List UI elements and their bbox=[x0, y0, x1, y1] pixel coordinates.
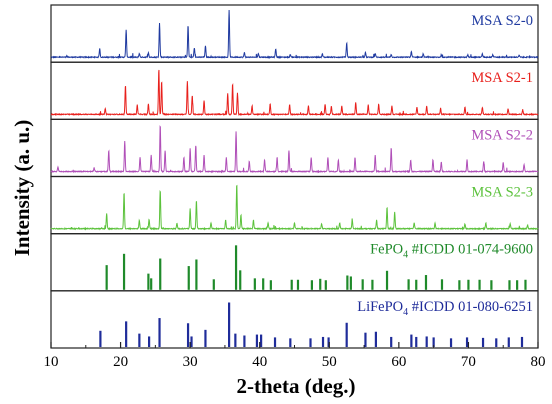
series-label: FePO4 #ICDD 01-074-9600 bbox=[370, 242, 533, 261]
series-label: LiFePO4 #ICDD 01-080-6251 bbox=[357, 299, 533, 318]
panel-frame bbox=[50, 4, 539, 63]
series-line-3 bbox=[50, 184, 539, 231]
series-label: MSA S2-2 bbox=[471, 127, 533, 143]
panel-frames bbox=[50, 4, 539, 349]
x-axis: 10 20 30 40 50 60 70 80 bbox=[44, 342, 546, 370]
x-tick-label: 40 bbox=[252, 354, 267, 370]
series-labels: MSA S2-0 MSA S2-1 MSA S2-2 MSA S2-3 FePO4 #I… bbox=[357, 13, 533, 318]
x-tick-label: 80 bbox=[531, 354, 546, 370]
series-label: MSA S2-3 bbox=[471, 185, 533, 201]
x-tick-label: 20 bbox=[113, 354, 128, 370]
series-line-1 bbox=[50, 69, 539, 117]
x-tick-label: 50 bbox=[322, 354, 337, 370]
x-tick-label: 30 bbox=[183, 354, 198, 370]
x-tick-label: 60 bbox=[391, 354, 406, 370]
series-label: MSA S2-1 bbox=[471, 70, 533, 86]
series-label: MSA S2-0 bbox=[471, 13, 533, 29]
series-line-2 bbox=[50, 125, 539, 174]
x-axis-title: 2-theta (deg.) bbox=[237, 374, 356, 398]
series-line-0 bbox=[50, 10, 539, 60]
y-axis-title: Intensity (a. u.) bbox=[10, 120, 34, 257]
x-tick-label: 70 bbox=[461, 354, 476, 370]
series-traces bbox=[50, 10, 539, 347]
x-tick-label: 10 bbox=[44, 354, 59, 370]
